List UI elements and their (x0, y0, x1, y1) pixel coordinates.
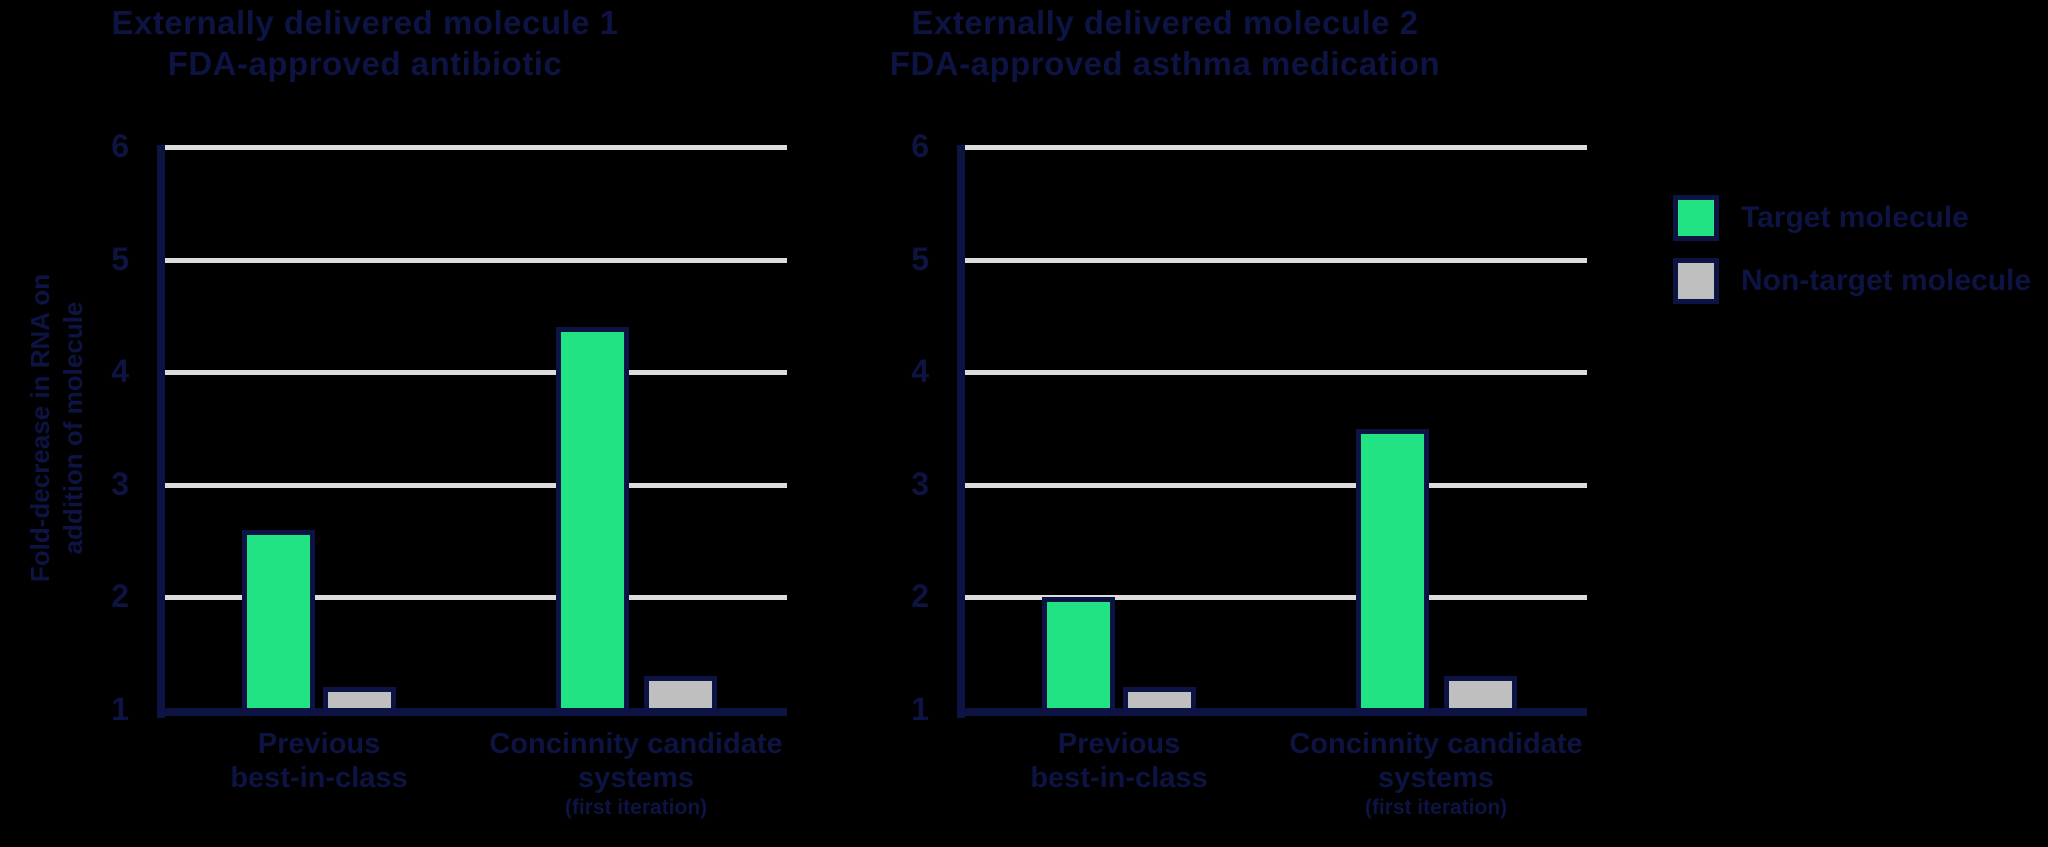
x-category-label: Previous best-in-class (909, 727, 1329, 795)
y-tick-label: 3 (911, 465, 929, 502)
y-tick-label: 3 (111, 465, 129, 502)
y-tick-label: 4 (111, 353, 129, 390)
x-axis-line (157, 708, 787, 716)
bar-target-molecule (1042, 597, 1115, 714)
x-category-label: Concinnity candidate systems (first iterat… (426, 727, 846, 821)
x-category-line1: Concinnity candidate (1289, 728, 1583, 760)
y-tick-label: 5 (111, 240, 129, 277)
gridline (165, 145, 787, 150)
y-tick-label: 2 (111, 578, 129, 615)
y-tick-label: 5 (911, 240, 929, 277)
x-category-label: Concinnity candidate systems (first iterat… (1226, 727, 1646, 821)
chart-title: Externally delivered molecule 2 FDA-appr… (800, 2, 1530, 84)
bar-target-molecule (556, 327, 629, 714)
bar-chart-2: Externally delivered molecule 2 FDA-appr… (800, 0, 1600, 847)
gridline (165, 482, 787, 488)
chart-title-line2: FDA-approved antibiotic (167, 45, 563, 82)
x-category-line2: best-in-class (230, 762, 408, 794)
bar-non-target-molecule (1444, 676, 1517, 714)
gridline (965, 595, 1587, 601)
legend-swatch-target-molecule (1673, 195, 1719, 241)
x-category-line2: best-in-class (1030, 762, 1208, 794)
x-category-line1: Previous (1057, 728, 1181, 760)
x-category-line2: systems (577, 762, 695, 794)
chart-title: Externally delivered molecule 1 FDA-appr… (0, 2, 730, 84)
bar-target-molecule (1356, 428, 1429, 714)
bar-non-target-molecule (644, 676, 717, 714)
bar-target-molecule (242, 529, 315, 714)
chart-title-line1: Externally delivered molecule 2 (911, 4, 1419, 41)
gridline (965, 482, 1587, 488)
x-category-label: Previous best-in-class (109, 727, 529, 795)
gridline (965, 145, 1587, 150)
chart-title-line2: FDA-approved asthma medication (889, 45, 1441, 82)
legend-label: Target molecule (1741, 201, 1969, 234)
y-tick-label: 2 (911, 578, 929, 615)
gridline (965, 257, 1587, 263)
gridline (965, 370, 1587, 376)
gridline (165, 595, 787, 601)
x-axis-line (957, 708, 1587, 716)
y-axis-title-line1: Fold-decrease in RNA on (25, 273, 55, 583)
legend-swatch-non-target-molecule (1673, 258, 1719, 304)
x-category-line2: systems (1377, 762, 1495, 794)
bar-chart-1: Externally delivered molecule 1 FDA-appr… (0, 0, 800, 847)
y-axis-line (957, 145, 965, 718)
gridline (165, 370, 787, 376)
y-tick-label: 1 (111, 691, 129, 727)
y-tick-label: 6 (111, 128, 129, 164)
y-axis-title: Fold-decrease in RNA on addition of mole… (24, 143, 90, 713)
x-category-note: (first iteration) (1364, 796, 1508, 819)
chart-title-line1: Externally delivered molecule 1 (111, 4, 619, 41)
y-axis-line (157, 145, 165, 718)
y-axis-title-line2: addition of molecule (58, 301, 88, 555)
gridline (165, 257, 787, 263)
y-tick-label: 1 (911, 691, 929, 727)
x-category-line1: Concinnity candidate (489, 728, 783, 760)
y-tick-label: 6 (911, 128, 929, 164)
legend-label: Non-target molecule (1741, 264, 2032, 297)
x-category-line1: Previous (257, 728, 381, 760)
x-category-note: (first iteration) (564, 796, 708, 819)
y-tick-label: 4 (911, 353, 929, 390)
